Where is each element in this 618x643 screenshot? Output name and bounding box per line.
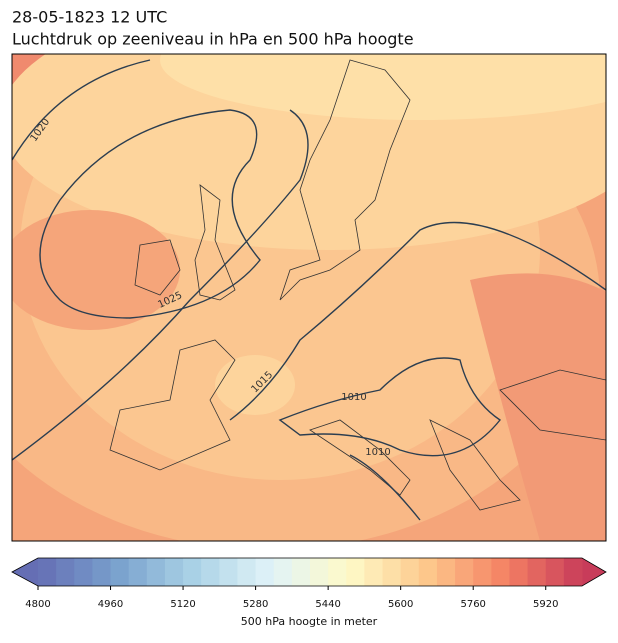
colorbar-segment xyxy=(128,558,148,586)
colorbar-segment xyxy=(455,558,474,586)
colorbar-segment xyxy=(563,558,583,586)
colorbar-segment xyxy=(38,558,57,586)
colorbar-tick-label: 5600 xyxy=(388,599,413,610)
coastlines xyxy=(109,59,606,511)
colorbar-tick-label: 5120 xyxy=(170,599,195,610)
colorbar-tick-label: 5280 xyxy=(243,599,268,610)
colorbar-segment xyxy=(255,558,275,586)
contour-label: 1010 xyxy=(341,392,366,403)
colorbar-extend-high xyxy=(582,558,606,586)
colorbar-segment xyxy=(183,558,202,586)
map xyxy=(12,54,606,541)
colorbar-segment xyxy=(436,558,456,586)
colorbar-segment xyxy=(273,558,293,586)
subtitle: Luchtdruk op zeeniveau in hPa en 500 hPa… xyxy=(12,30,414,49)
colorbar-tick-label: 5920 xyxy=(533,599,558,610)
colorbar-segment xyxy=(491,558,510,586)
colorbar: 4800 4960 5120 5280 5440 5600 5760 5920 500 hPa … xyxy=(11,557,607,628)
title: 28-05-1823 12 UTC xyxy=(12,8,167,27)
map-frame xyxy=(11,53,607,542)
colorbar-segment xyxy=(74,558,93,586)
colorbar-label: 500 hPa hoogte in meter xyxy=(241,615,378,628)
colorbar-segment xyxy=(146,558,166,586)
colorbar-segment xyxy=(418,558,438,586)
colorbar-segment xyxy=(382,558,402,586)
colorbar-segment xyxy=(473,558,492,586)
colorbar-segment xyxy=(164,558,184,586)
colorbar-segment xyxy=(400,558,420,586)
isobars xyxy=(12,59,606,521)
colorbar-segment xyxy=(201,558,220,586)
colorbar-segment xyxy=(545,558,565,586)
colorbar-segment xyxy=(219,558,238,586)
colorbar-tick-label: 5440 xyxy=(315,599,340,610)
contour-label: 1010 xyxy=(365,447,390,458)
colorbar-tick-label: 4960 xyxy=(98,599,123,610)
colorbar-segment xyxy=(110,558,130,586)
colorbar-segment xyxy=(364,558,384,586)
colorbar-segment xyxy=(92,558,112,586)
colorbar-segment xyxy=(328,558,347,586)
colorbar-tick-label: 4800 xyxy=(25,599,50,610)
colorbar-tick-label: 5760 xyxy=(460,599,485,610)
colorbar-segment xyxy=(346,558,365,586)
colorbar-segment xyxy=(509,558,529,586)
colorbar-segment xyxy=(291,558,311,586)
colorbar-segment xyxy=(237,558,257,586)
colorbar-segment xyxy=(310,558,329,586)
colorbar-segment xyxy=(56,558,75,586)
colorbar-segment xyxy=(527,558,547,586)
colorbar-extend-low xyxy=(12,558,38,586)
